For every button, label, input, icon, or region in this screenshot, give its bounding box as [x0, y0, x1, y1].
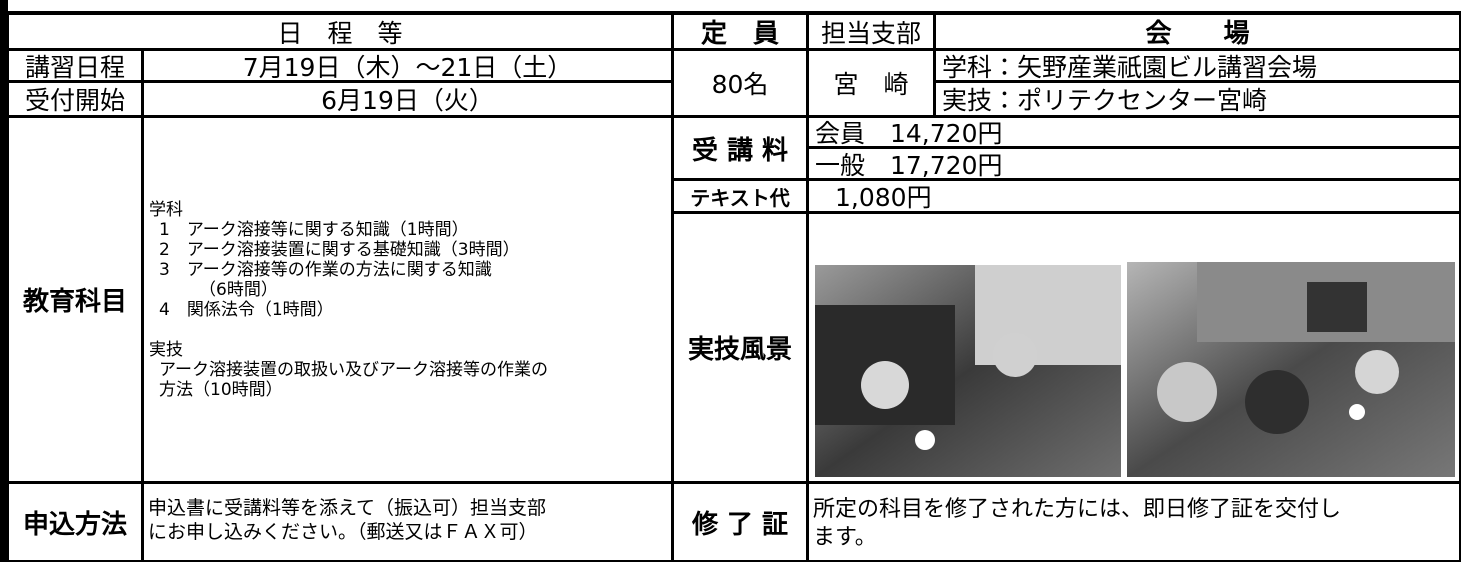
- subjects-line: （6時間）: [199, 279, 278, 300]
- branch: 宮 崎: [807, 49, 935, 117]
- apply-line: 申込書に受講料等を添えて（振込可）担当支部: [148, 497, 547, 519]
- cert-text: 所定の科目を修了された方には、即日修了証を交付し ます。: [807, 482, 1461, 562]
- reception-value: 6月19日（火）: [142, 81, 673, 117]
- cert-line: ます。: [813, 525, 877, 550]
- subjects-line: 4 関係法令（1時間）: [159, 299, 334, 320]
- subjects-line: 3 アーク溶接等の作業の方法に関する知識: [159, 259, 492, 280]
- venue-line: 学科：矢野産業祇園ビル講習会場: [934, 49, 1461, 82]
- fee-label: 受 講 料: [672, 116, 808, 180]
- fee-item: 一般 17,720円: [807, 147, 1461, 180]
- apply-line: にお申し込みください。（郵送又はＦＡＸ可）: [148, 521, 538, 543]
- photo: [815, 265, 1121, 477]
- venue-line: 実技：ポリテクセンター宮崎: [934, 81, 1461, 117]
- header-schedule: 日 程 等: [7, 13, 673, 50]
- cert-line: 所定の科目を修了された方には、即日修了証を交付し: [813, 497, 1342, 522]
- top-border: [0, 0, 1461, 13]
- apply-text: 申込書に受講料等を添えて（振込可）担当支部 にお申し込みください。（郵送又はＦＡＸ…: [142, 482, 673, 562]
- dates-label: 講習日程: [7, 49, 143, 82]
- cert-lines: 所定の科目を修了された方には、即日修了証を交付し ます。: [813, 496, 1341, 552]
- left-border: [0, 0, 8, 562]
- photo: [1127, 262, 1455, 477]
- fee-item: 会員 14,720円: [807, 116, 1461, 148]
- text-fee-label: テキスト代: [672, 179, 808, 213]
- subjects-line: 実技: [149, 339, 183, 360]
- subjects-line: 方法（10時間）: [159, 379, 283, 400]
- scene-label: 実技風景: [672, 212, 808, 483]
- header-capacity: 定 員: [672, 13, 808, 50]
- subjects-body: 学科 1 アーク溶接等に関する知識（1時間） 2 アーク溶接装置に関する基礎知識…: [142, 116, 673, 483]
- subjects-line: 1 アーク溶接等に関する知識（1時間）: [159, 219, 469, 240]
- reception-label: 受付開始: [7, 81, 143, 117]
- header-branch: 担当支部: [807, 13, 935, 50]
- header-venue: 会 場: [934, 13, 1461, 50]
- apply-lines: 申込書に受講料等を添えて（振込可）担当支部 にお申し込みください。（郵送又はＦＡＸ…: [148, 496, 546, 544]
- subjects-line: アーク溶接装置の取扱い及びアーク溶接等の作業の: [159, 359, 548, 380]
- dates-value: 7月19日（木）～21日（土）: [142, 49, 673, 82]
- subjects-line: 学科: [149, 199, 183, 220]
- apply-label: 申込方法: [7, 482, 143, 562]
- subjects-line: 2 アーク溶接装置に関する基礎知識（3時間）: [159, 239, 520, 260]
- text-fee-value: 1,080円: [807, 179, 1461, 213]
- subjects-text: 学科 1 アーク溶接等に関する知識（1時間） 2 アーク溶接装置に関する基礎知識…: [149, 200, 548, 400]
- subjects-label: 教育科目: [7, 116, 143, 483]
- cert-label: 修 了 証: [672, 482, 808, 562]
- capacity: 80名: [672, 49, 808, 117]
